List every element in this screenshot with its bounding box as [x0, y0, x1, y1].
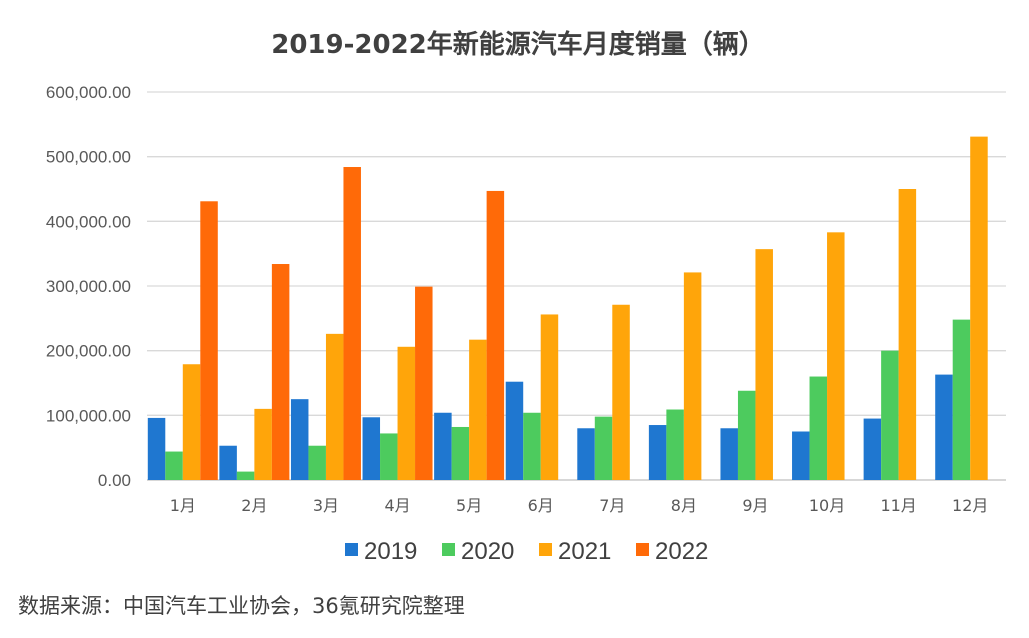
y-tick-label: 200,000.00: [46, 342, 131, 361]
bar-2020-12: [952, 319, 971, 480]
y-tick-label: 100,000.00: [46, 406, 131, 425]
legend-swatch-2022: [636, 543, 649, 556]
bar-2019-6: [505, 381, 524, 480]
bar-2021-8: [683, 272, 702, 480]
bar-2020-11: [881, 350, 899, 480]
bar-2020-3: [308, 445, 326, 480]
x-tick-label: 5月: [456, 496, 482, 515]
legend-label-2021: 2021: [558, 538, 611, 565]
chart-title: 2019-2022年新能源汽车月度销量（辆）: [271, 29, 765, 60]
x-tick-label: 1月: [170, 496, 196, 515]
bar-2020-7: [594, 416, 613, 480]
x-tick-label: 4月: [384, 496, 410, 515]
bars: [147, 136, 988, 480]
bar-2021-5: [469, 339, 487, 480]
legend-swatch-2020: [442, 543, 455, 556]
bar-2021-4: [397, 346, 416, 480]
y-tick-label: 500,000.00: [46, 148, 131, 167]
source-note: 数据来源：中国汽车工业协会，36氪研究院整理: [18, 594, 465, 618]
legend-label-2022: 2022: [655, 538, 708, 565]
bar-2022-5: [486, 190, 505, 480]
bar-2021-6: [540, 314, 559, 480]
bar-2022-3: [343, 167, 361, 480]
bar-2019-2: [219, 445, 237, 480]
x-tick-label: 3月: [313, 496, 339, 515]
bar-2022-2: [271, 264, 290, 480]
bar-2022-4: [415, 286, 433, 480]
x-tick-label: 9月: [742, 496, 768, 515]
bar-2019-7: [577, 428, 595, 480]
bar-2020-4: [380, 433, 398, 480]
bar-2021-12: [970, 136, 988, 480]
bar-2019-12: [935, 374, 953, 480]
bar-2019-9: [720, 428, 738, 480]
bar-2021-2: [254, 408, 272, 480]
bar-2021-3: [325, 333, 344, 480]
y-tick-label: 300,000.00: [46, 277, 131, 296]
y-tick-label: 600,000.00: [46, 83, 131, 102]
legend-label-2019: 2019: [364, 538, 417, 565]
x-tick-label: 10月: [809, 496, 845, 515]
bar-2019-3: [290, 399, 309, 480]
bar-2021-11: [898, 189, 917, 480]
bar-2020-10: [809, 376, 828, 480]
bar-2020-9: [737, 390, 756, 480]
legend-swatch-2021: [539, 543, 552, 556]
bar-2021-7: [612, 304, 630, 480]
bar-2021-1: [182, 364, 201, 480]
x-axis: 1月 2月 3月 4月 5月 6月 7月 8月 9月 10月 11月 12月: [170, 496, 989, 515]
x-tick-label: 8月: [671, 496, 697, 515]
bar-2019-10: [792, 431, 810, 480]
legend: 2019 2020 2021 2022: [345, 538, 708, 565]
gridlines: [147, 91, 1006, 481]
bar-2020-6: [523, 412, 541, 480]
y-tick-label: 400,000.00: [46, 212, 131, 231]
bar-2020-1: [165, 451, 183, 480]
x-tick-label: 6月: [528, 496, 554, 515]
bar-2020-5: [451, 426, 470, 480]
bar-2021-10: [827, 232, 845, 480]
legend-label-2020: 2020: [461, 538, 514, 565]
bar-2019-5: [434, 412, 452, 480]
bar-2021-9: [755, 249, 773, 480]
bar-2019-4: [362, 417, 381, 480]
bar-2020-2: [236, 471, 255, 480]
bar-2020-8: [666, 409, 684, 480]
y-axis: 0.00 100,000.00 200,000.00 300,000.00 400,00…: [46, 83, 131, 490]
bar-2019-1: [147, 417, 166, 480]
x-tick-label: 11月: [880, 496, 916, 515]
bar-2022-1: [200, 201, 218, 480]
bar-2019-11: [863, 418, 882, 480]
legend-swatch-2019: [345, 543, 358, 556]
x-tick-label: 12月: [952, 496, 988, 515]
x-tick-label: 7月: [599, 496, 625, 515]
y-tick-label: 0.00: [98, 471, 131, 490]
x-tick-label: 2月: [241, 496, 267, 515]
bar-2019-8: [648, 425, 667, 480]
